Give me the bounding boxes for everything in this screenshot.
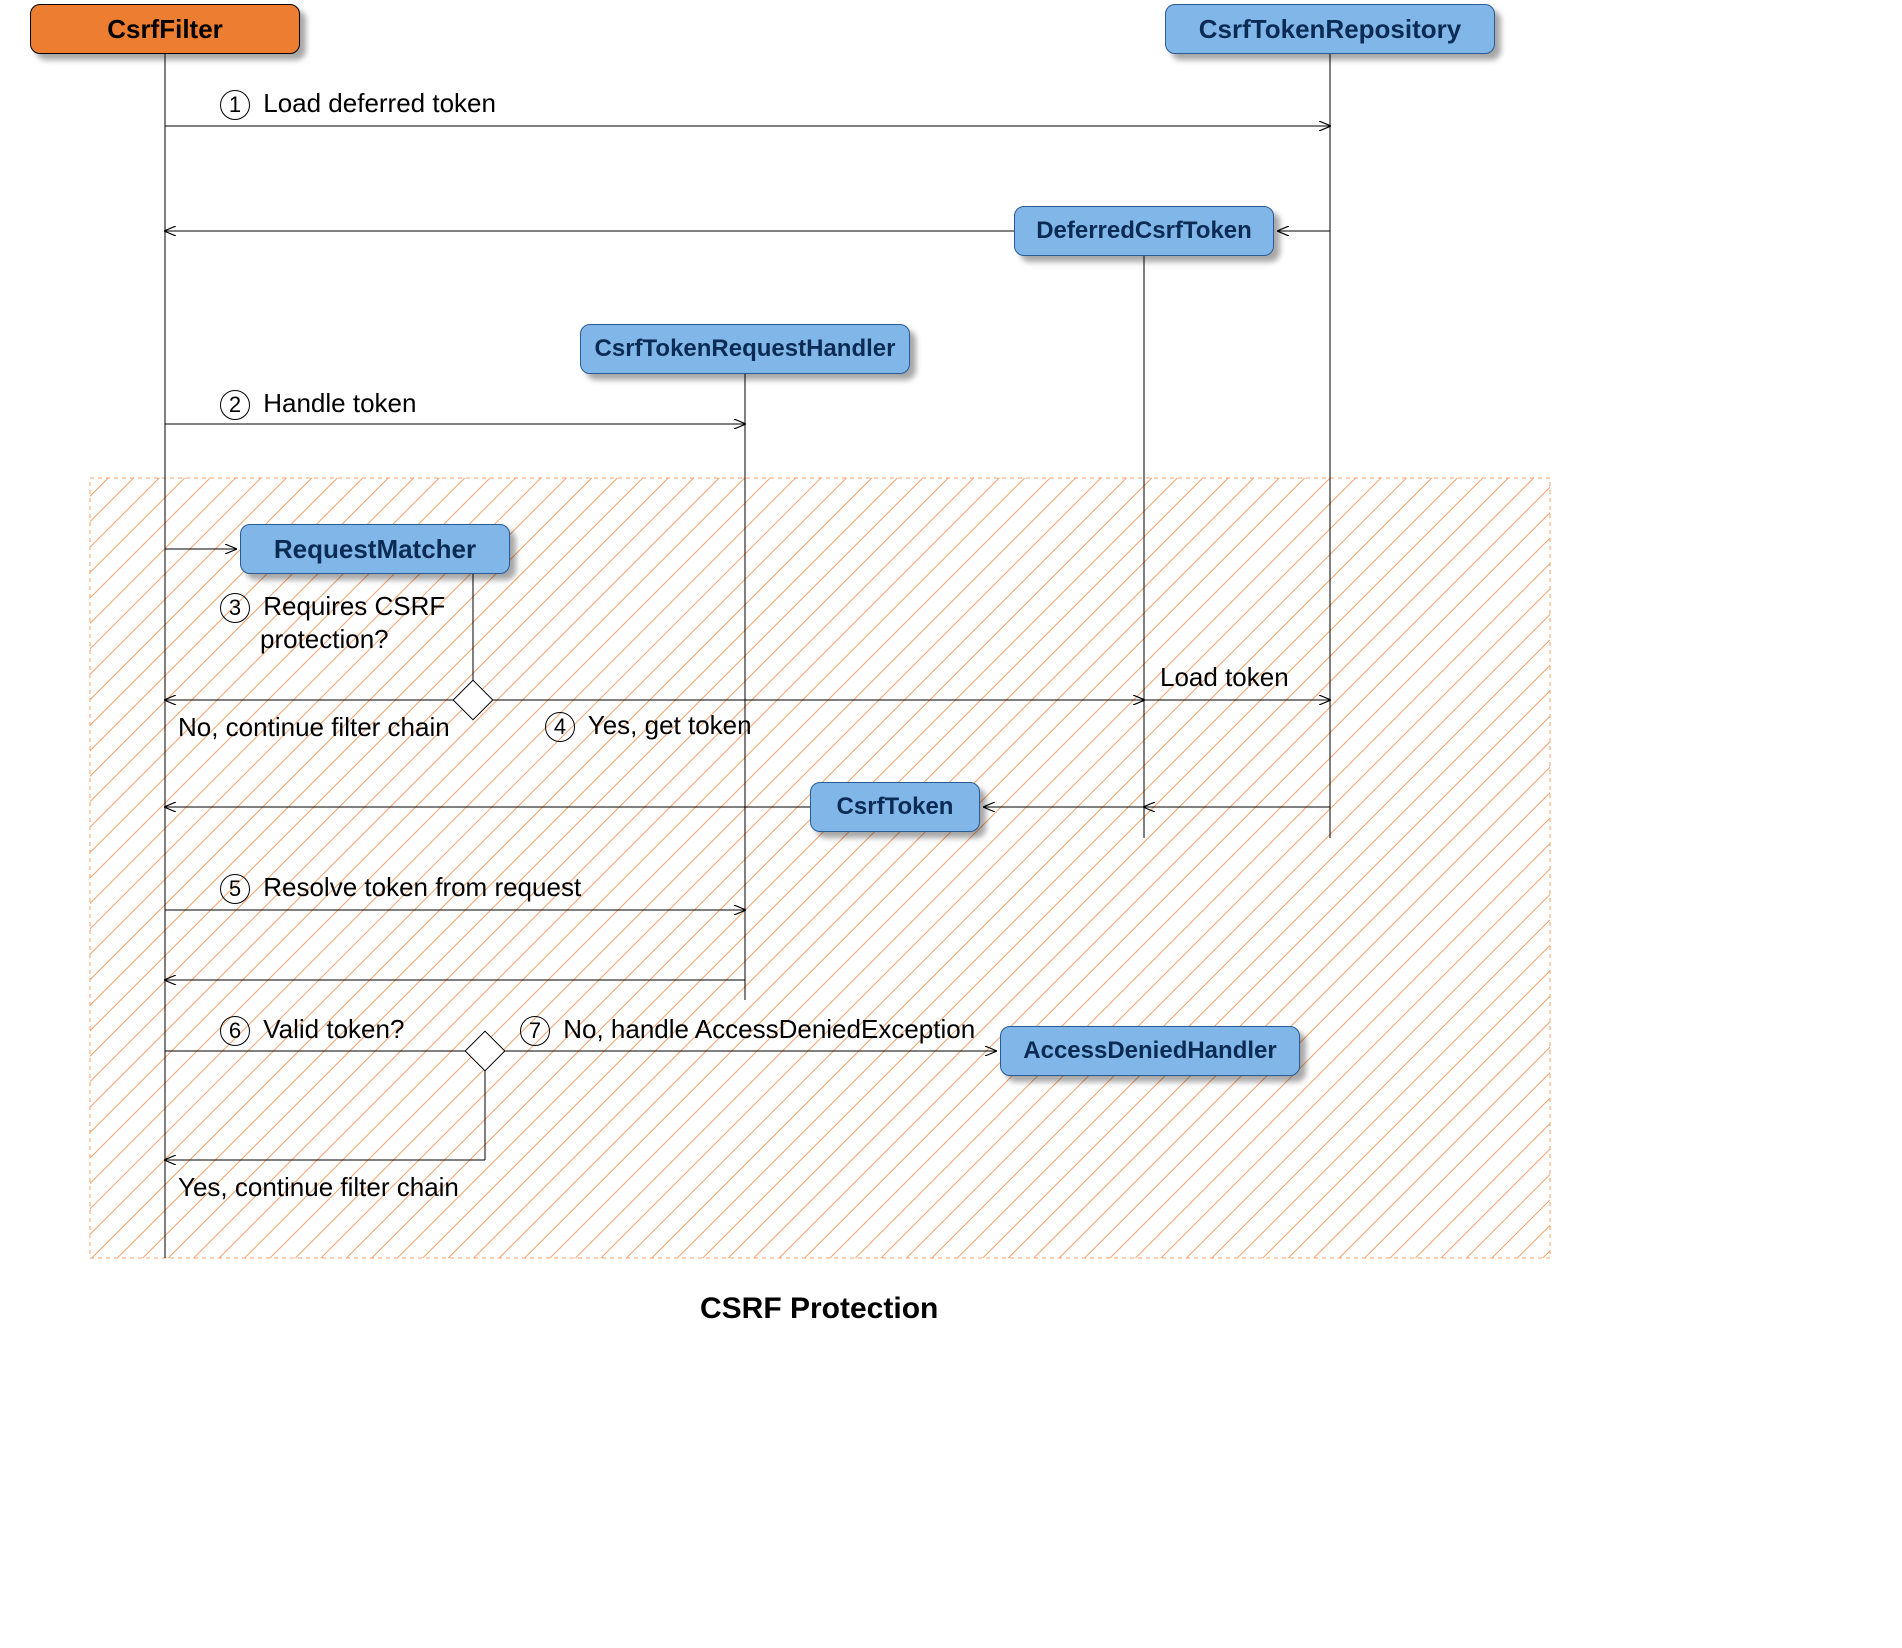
label-s2: 2 Handle token (220, 388, 416, 420)
step-num-7: 7 (520, 1016, 550, 1046)
step-num-6: 6 (220, 1016, 250, 1046)
box-label: CsrfFilter (107, 14, 223, 45)
diagram-title: CSRF Protection (700, 1292, 938, 1326)
box-label: RequestMatcher (274, 534, 476, 565)
step-text: Yes, get token (588, 710, 752, 740)
label-s6: 6 Valid token? (220, 1014, 404, 1046)
label-s7: 7 No, handle AccessDeniedException (520, 1014, 975, 1046)
label-s3: 3 Requires CSRF protection? (220, 590, 445, 656)
title-text: CSRF Protection (700, 1292, 938, 1325)
box-label: CsrfToken (837, 793, 954, 821)
box-label: CsrfTokenRepository (1199, 14, 1461, 45)
box-label: AccessDeniedHandler (1023, 1037, 1276, 1065)
step-text: No, handle AccessDeniedException (563, 1014, 975, 1044)
box-deferred: DeferredCsrfToken (1014, 206, 1274, 256)
step-num-5: 5 (220, 874, 250, 904)
label-no-chain: No, continue filter chain (178, 712, 450, 743)
box-handler: CsrfTokenRequestHandler (580, 324, 910, 374)
step-text: Load token (1160, 662, 1289, 692)
box-label: DeferredCsrfToken (1036, 217, 1252, 245)
step-text: No, continue filter chain (178, 712, 450, 742)
box-csrftoken: CsrfToken (810, 782, 980, 832)
step-text: Handle token (263, 388, 416, 418)
sequence-diagram: CsrfFilter CsrfTokenRepository DeferredC… (0, 0, 1902, 1648)
step-num-1: 1 (220, 90, 250, 120)
step-num-2: 2 (220, 390, 250, 420)
step-num-3: 3 (220, 593, 250, 623)
label-yes-chain: Yes, continue filter chain (178, 1172, 459, 1203)
box-adh: AccessDeniedHandler (1000, 1026, 1300, 1076)
box-matcher: RequestMatcher (240, 524, 510, 574)
step-text: Requires CSRF (263, 591, 445, 621)
step-text-b: protection? (260, 624, 389, 654)
box-label: CsrfTokenRequestHandler (595, 335, 896, 363)
step-text: Load deferred token (263, 88, 496, 118)
step-text: Valid token? (263, 1014, 404, 1044)
label-s5: 5 Resolve token from request (220, 872, 581, 904)
box-repo: CsrfTokenRepository (1165, 4, 1495, 54)
step-text: Yes, continue filter chain (178, 1172, 459, 1202)
step-num-4: 4 (545, 712, 575, 742)
label-s4: 4 Yes, get token (545, 710, 752, 742)
step-text: Resolve token from request (263, 872, 581, 902)
box-csrffilter: CsrfFilter (30, 4, 300, 54)
label-s1: 1 Load deferred token (220, 88, 496, 120)
label-load-token: Load token (1160, 662, 1289, 693)
